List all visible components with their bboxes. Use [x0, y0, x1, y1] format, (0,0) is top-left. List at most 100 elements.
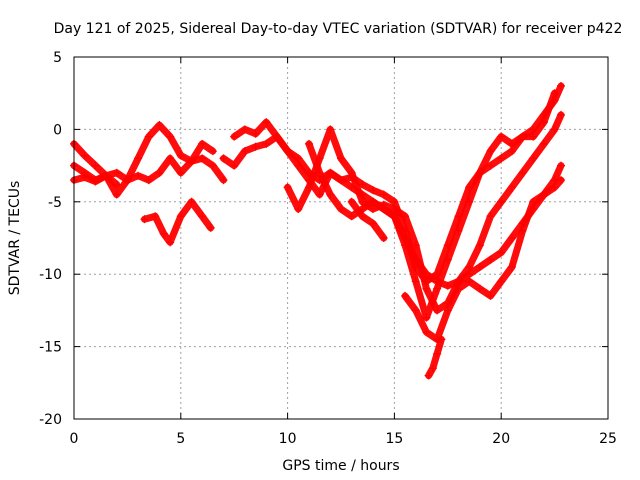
data-point	[80, 173, 89, 182]
data-point	[390, 212, 399, 221]
data-point	[337, 154, 345, 163]
data-point	[411, 255, 420, 264]
data-point	[465, 277, 474, 286]
data-point	[304, 139, 313, 148]
x-tick-label: 20	[492, 431, 510, 447]
data-point	[347, 168, 356, 177]
x-tick-label: 0	[70, 431, 79, 447]
data-point	[379, 234, 388, 242]
data-point	[539, 190, 548, 199]
data-point	[454, 284, 463, 293]
plot-frame	[73, 56, 609, 420]
data-point	[486, 212, 495, 221]
data-point	[379, 190, 388, 199]
data-point	[240, 125, 249, 134]
y-tick-label: -10	[39, 267, 62, 283]
series-line	[401, 176, 565, 343]
data-point	[475, 284, 484, 293]
data-point	[411, 241, 420, 250]
data-point	[550, 96, 559, 105]
series-track-10	[347, 197, 388, 242]
data-point	[518, 168, 527, 177]
data-point	[166, 154, 175, 163]
data-point	[443, 306, 452, 315]
data-point	[315, 168, 324, 177]
data-point	[507, 183, 516, 192]
y-axis-label: SDTVAR / TECUs	[7, 181, 23, 296]
data-point	[347, 197, 356, 206]
data-point	[465, 183, 474, 192]
data-point	[433, 270, 442, 279]
data-point	[134, 154, 143, 163]
data-point	[507, 234, 516, 242]
data-point	[206, 223, 215, 232]
data-point	[315, 190, 324, 199]
series-line	[425, 335, 445, 380]
data-point	[337, 176, 345, 185]
data-point	[208, 147, 217, 156]
data-point	[507, 262, 516, 271]
data-point	[176, 151, 185, 160]
data-point	[529, 125, 538, 134]
data-point	[518, 226, 527, 235]
data-point	[91, 161, 100, 170]
data-point	[369, 205, 378, 214]
x-axis-label: GPS time / hours	[282, 458, 399, 474]
data-point	[159, 229, 168, 238]
series-line	[141, 198, 215, 246]
data-point	[326, 125, 335, 134]
data-point	[433, 349, 442, 358]
data-point	[219, 154, 228, 163]
data-point	[433, 284, 442, 293]
data-point	[198, 139, 207, 148]
data-point	[443, 241, 452, 250]
data-point	[326, 190, 335, 199]
data-point	[230, 132, 239, 141]
data-point	[507, 147, 516, 156]
x-tick-label: 5	[176, 431, 185, 447]
data-point	[112, 168, 121, 177]
data-point	[486, 147, 495, 156]
data-point	[390, 205, 399, 214]
data-point	[337, 205, 345, 214]
data-point	[283, 147, 292, 156]
data-point	[283, 183, 292, 192]
data-point	[219, 176, 228, 185]
data-point	[294, 161, 303, 170]
data-point	[358, 212, 367, 221]
data-point	[550, 125, 559, 134]
data-point	[262, 139, 271, 148]
data-point	[411, 306, 420, 315]
data-point	[422, 284, 431, 293]
data-point	[358, 197, 367, 206]
data-point	[369, 197, 378, 206]
data-series	[70, 81, 566, 380]
data-point	[123, 176, 132, 185]
data-point	[539, 110, 548, 119]
data-point	[497, 154, 506, 163]
data-point	[240, 147, 249, 156]
data-point	[486, 291, 495, 300]
data-point	[557, 110, 566, 119]
data-point	[557, 176, 566, 185]
data-point	[112, 180, 121, 189]
data-point	[166, 238, 175, 247]
chart-title: Day 121 of 2025, Sidereal Day-to-day VTE…	[54, 21, 623, 37]
data-point	[112, 190, 121, 199]
data-point	[422, 313, 431, 322]
data-point	[390, 197, 399, 206]
axis-ticks: 0 5 10 15 20 25 -20 -15 -10 -5 0 5	[39, 50, 617, 447]
data-point	[262, 118, 271, 127]
data-point	[443, 281, 452, 290]
data-point	[326, 168, 335, 177]
x-tick-label: 15	[385, 431, 403, 447]
data-point	[497, 248, 506, 257]
y-tick-label: 0	[53, 122, 62, 138]
data-point	[401, 234, 410, 242]
data-point	[411, 277, 420, 286]
data-point	[428, 364, 437, 373]
data-point	[80, 151, 89, 160]
data-point	[557, 81, 566, 90]
data-point	[198, 212, 207, 221]
